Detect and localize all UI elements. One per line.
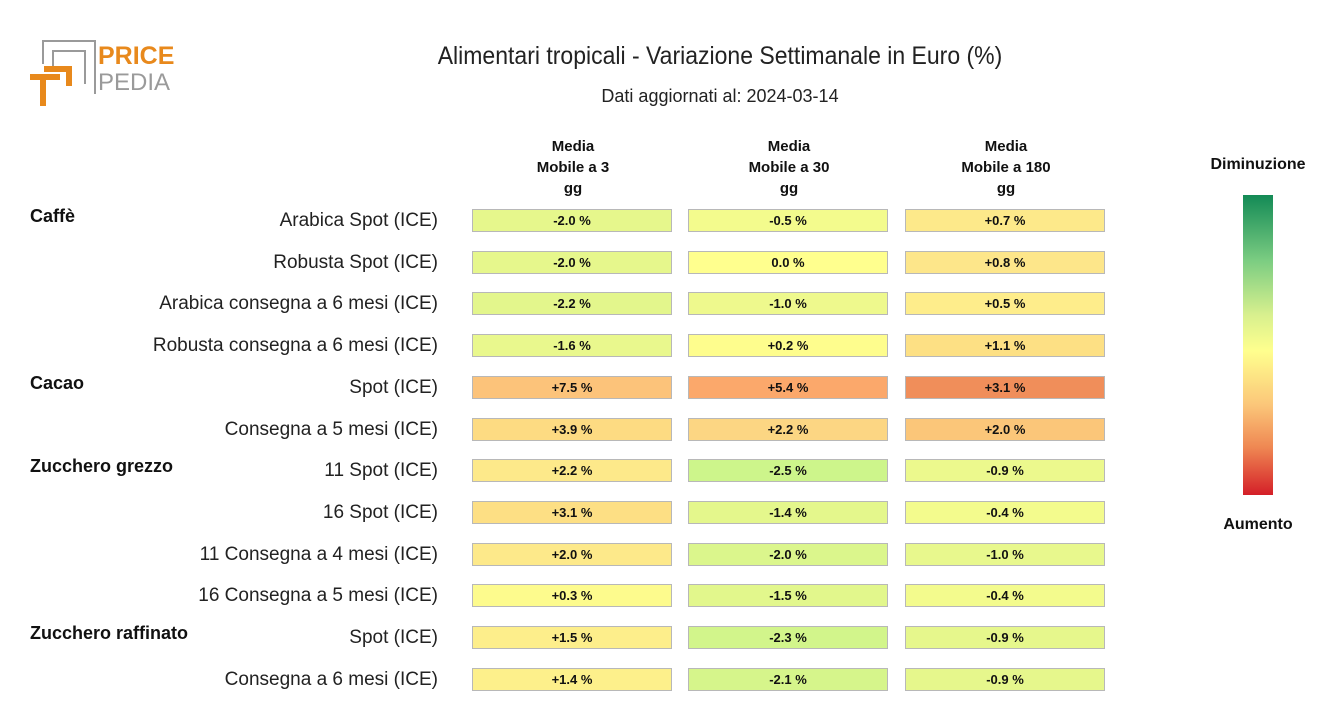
row-label: Consegna a 5 mesi (ICE) xyxy=(224,418,438,440)
heatmap-cell: +7.5 % xyxy=(472,375,672,399)
column-header-line: Mobile a 30 xyxy=(748,159,830,176)
heatmap-cell: +2.2 % xyxy=(472,459,672,483)
heatmap-cell: -0.9 % xyxy=(905,667,1105,691)
chart-subtitle: Dati aggiornati al: 2024-03-14 xyxy=(601,86,839,106)
heatmap-cell: -1.0 % xyxy=(905,542,1105,566)
heatmap-cell: -0.9 % xyxy=(905,459,1105,483)
heatmap-cell: +5.4 % xyxy=(688,375,888,399)
heatmap-cell: -0.9 % xyxy=(905,626,1105,649)
chart-title: Alimentari tropicali - Variazione Settim… xyxy=(437,42,1003,70)
heatmap-cell: -2.3 % xyxy=(688,626,888,649)
heatmap-cell: +2.2 % xyxy=(688,417,888,441)
group-label: Caffè xyxy=(30,206,76,226)
heatmap-cell: +3.1 % xyxy=(905,375,1105,399)
row-label: Spot (ICE) xyxy=(349,376,438,398)
heatmap-cell: +1.4 % xyxy=(472,667,672,691)
column-header-1: Media Mobile a 3 gg xyxy=(472,136,674,199)
row-label: Arabica Spot (ICE) xyxy=(279,210,438,231)
heatmap-cell: -0.4 % xyxy=(905,500,1105,524)
row-label: 11 Spot (ICE) xyxy=(324,460,438,482)
heatmap-cell: +0.3 % xyxy=(472,584,672,608)
heatmap-cell: +0.8 % xyxy=(905,250,1105,274)
heatmap-cell: -1.0 % xyxy=(688,292,888,316)
logo-text-price: PRICE xyxy=(98,42,174,70)
row-label: Robusta Spot (ICE) xyxy=(273,251,438,273)
legend-top-label: Diminuzione xyxy=(1210,156,1306,173)
heatmap-cell: +1.1 % xyxy=(905,334,1105,358)
heatmap-cell: +2.0 % xyxy=(472,542,672,566)
legend-bottom-label: Aumento xyxy=(1223,516,1293,533)
column-header-3: Media Mobile a 180 gg xyxy=(905,136,1107,199)
heatmap-cell: 0.0 % xyxy=(688,250,888,274)
group-label: Zucchero raffinato xyxy=(30,623,189,643)
row-label: Robusta consegna a 6 mesi (ICE) xyxy=(152,335,438,357)
heatmap-cell: +0.5 % xyxy=(905,292,1105,316)
heatmap-cell: +0.7 % xyxy=(905,209,1105,232)
heatmap-cell: -2.1 % xyxy=(688,667,888,691)
heatmap-cell: +3.9 % xyxy=(472,417,672,441)
heatmap-cell: -0.4 % xyxy=(905,584,1105,608)
heatmap-cell: -1.5 % xyxy=(688,584,888,608)
row-label: Spot (ICE) xyxy=(349,627,438,648)
logo-text-pedia: PEDIA xyxy=(98,69,170,96)
column-header-line: Media xyxy=(984,138,1028,155)
heatmap-cell: -2.5 % xyxy=(688,459,888,483)
heatmap-cell: -2.0 % xyxy=(688,542,888,566)
row-label: 11 Consegna a 4 mesi (ICE) xyxy=(199,543,438,565)
column-header-line: Media xyxy=(551,138,595,155)
row-label: Arabica consegna a 6 mesi (ICE) xyxy=(159,293,438,315)
column-header-line: gg xyxy=(779,180,799,197)
heatmap-cell: +1.5 % xyxy=(472,626,672,649)
heatmap-cell: -2.0 % xyxy=(472,209,672,232)
heatmap-cell: +2.0 % xyxy=(905,417,1105,441)
pricepedia-logo: PRICE PEDIA xyxy=(30,40,174,106)
column-header-line: Media xyxy=(767,138,811,155)
column-header-line: gg xyxy=(996,180,1016,197)
heatmap-cell: -2.0 % xyxy=(472,250,672,274)
row-label: Consegna a 6 mesi (ICE) xyxy=(224,668,438,690)
column-header-line: Mobile a 180 xyxy=(961,159,1051,176)
row-label: 16 Spot (ICE) xyxy=(322,501,438,523)
group-label: Zucchero grezzo xyxy=(30,456,174,477)
group-label: Cacao xyxy=(30,372,85,393)
logo-mark xyxy=(30,40,96,106)
heatmap-cell: -0.5 % xyxy=(688,209,888,232)
heatmap-cell: -1.6 % xyxy=(472,334,672,358)
heatmap-cell: -2.2 % xyxy=(472,292,672,316)
heatmap-cell: +3.1 % xyxy=(472,500,672,524)
column-header-line: gg xyxy=(563,180,583,197)
column-header-2: Media Mobile a 30 gg xyxy=(688,136,890,199)
heatmap-cell: +0.2 % xyxy=(688,334,888,358)
row-label: 16 Consegna a 5 mesi (ICE) xyxy=(198,585,438,607)
column-header-line: Mobile a 3 xyxy=(536,159,610,176)
legend-colorbar xyxy=(1243,195,1273,495)
heatmap-cell: -1.4 % xyxy=(688,500,888,524)
